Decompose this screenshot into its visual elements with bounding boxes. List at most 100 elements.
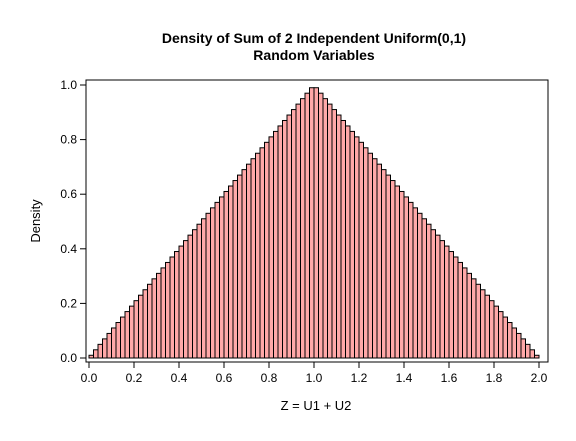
- histogram-bar: [453, 256, 459, 359]
- histogram-bar: [354, 136, 360, 359]
- x-tick-label: 1.4: [396, 371, 413, 385]
- histogram-bar: [318, 92, 324, 359]
- histogram-bar: [219, 196, 225, 359]
- histogram-bar: [421, 218, 427, 359]
- y-tick-label: 0.6: [60, 187, 77, 201]
- histogram-bar: [322, 98, 328, 359]
- histogram-bar: [264, 141, 270, 359]
- histogram-bar: [210, 207, 216, 359]
- histogram-bar: [223, 190, 229, 359]
- histogram-bar: [484, 294, 490, 359]
- y-tick-label: 0.4: [60, 242, 77, 256]
- histogram-bar: [255, 152, 261, 359]
- x-tick-label: 0.4: [171, 371, 188, 385]
- histogram-bar: [313, 87, 319, 359]
- histogram-bar: [214, 201, 220, 359]
- histogram-bar: [457, 261, 463, 359]
- histogram-bar: [376, 163, 382, 359]
- y-axis-label: Density: [28, 199, 43, 243]
- histogram-bar: [336, 114, 342, 359]
- histogram-bar: [363, 147, 369, 359]
- histogram-bar: [196, 223, 202, 359]
- histogram-bar: [385, 174, 391, 359]
- x-axis: 0.0 0.2 0.4 0.6 0.8 1.0 1.2 1.4 1.6 1.8 2.0: [81, 362, 548, 385]
- histogram-bar: [291, 109, 297, 359]
- histogram-bar: [115, 322, 121, 359]
- histogram-bar: [358, 141, 364, 359]
- histogram-bar: [304, 92, 310, 359]
- histogram-bar: [309, 87, 315, 359]
- histogram-bar: [498, 311, 504, 359]
- histogram-bar: [520, 338, 526, 359]
- histogram-bar: [282, 119, 288, 359]
- histogram-bar: [169, 256, 175, 359]
- histogram-bar: [88, 354, 94, 359]
- histogram-bar: [394, 185, 400, 359]
- histogram-bar: [246, 163, 252, 359]
- histogram-bar: [466, 272, 472, 359]
- y-tick-label: 0.2: [60, 296, 77, 310]
- x-tick-label: 0.6: [216, 371, 233, 385]
- histogram-bar: [507, 322, 513, 359]
- histogram-bar: [228, 185, 234, 359]
- histogram-bar: [525, 343, 531, 359]
- histogram-bar: [124, 311, 130, 359]
- histogram-bar: [516, 332, 522, 359]
- plot-frame: [85, 79, 549, 363]
- histogram-bar: [511, 327, 517, 359]
- histogram-bar: [147, 283, 153, 359]
- histogram-bar: [178, 245, 184, 359]
- histogram-bar: [277, 125, 283, 359]
- histogram-bar: [462, 267, 468, 359]
- histogram-bar: [493, 305, 499, 359]
- histogram-bar: [205, 212, 211, 359]
- histogram-bar: [435, 234, 441, 359]
- histogram-bar: [142, 289, 148, 359]
- x-tick-label: 1.6: [441, 371, 458, 385]
- histogram-bar: [345, 125, 351, 359]
- x-tick-label: 0.8: [261, 371, 278, 385]
- histogram-bar: [138, 294, 144, 359]
- y-tick-label: 0.0: [60, 351, 77, 365]
- histogram-bar: [273, 130, 279, 359]
- histogram-bar: [232, 180, 238, 359]
- x-tick-label: 2.0: [531, 371, 548, 385]
- histogram-bar: [381, 169, 387, 359]
- x-tick-label: 1.8: [486, 371, 503, 385]
- x-axis-label: Z = U1 + U2: [281, 398, 352, 413]
- histogram-bar: [471, 278, 477, 359]
- x-tick-label: 0.0: [81, 371, 98, 385]
- histogram-bar: [241, 169, 247, 359]
- x-tick-label: 1.0: [306, 371, 323, 385]
- histogram-bar: [300, 98, 306, 359]
- histogram-bar: [295, 103, 301, 359]
- y-tick-label: 1.0: [60, 78, 77, 92]
- chart-title-line2: Random Variables: [253, 47, 375, 63]
- histogram-bar: [120, 316, 126, 359]
- histogram-bar: [417, 212, 423, 359]
- histogram-bar: [475, 283, 481, 359]
- histogram-bar: [106, 332, 112, 359]
- histogram-bar: [444, 245, 450, 359]
- histogram-bar: [439, 240, 445, 359]
- histogram-bar: [372, 158, 378, 359]
- histogram-bar: [430, 229, 436, 359]
- histogram-bar: [151, 278, 157, 359]
- histogram-bar: [129, 305, 135, 359]
- histogram-bar: [480, 289, 486, 359]
- histogram-bar: [534, 354, 540, 359]
- histogram-bar: [408, 201, 414, 359]
- histogram-bar: [529, 349, 535, 359]
- histogram-bar: [187, 234, 193, 359]
- histogram-bar: [426, 223, 432, 359]
- histogram-bar: [448, 251, 454, 359]
- histogram-bar: [403, 196, 409, 359]
- histogram-bar: [93, 349, 99, 359]
- histogram-bar: [102, 338, 108, 359]
- histogram-bar: [390, 180, 396, 359]
- histogram-bar: [237, 174, 243, 359]
- histogram-bar: [259, 147, 265, 359]
- histogram-bar: [327, 103, 333, 359]
- x-tick-label: 1.2: [351, 371, 368, 385]
